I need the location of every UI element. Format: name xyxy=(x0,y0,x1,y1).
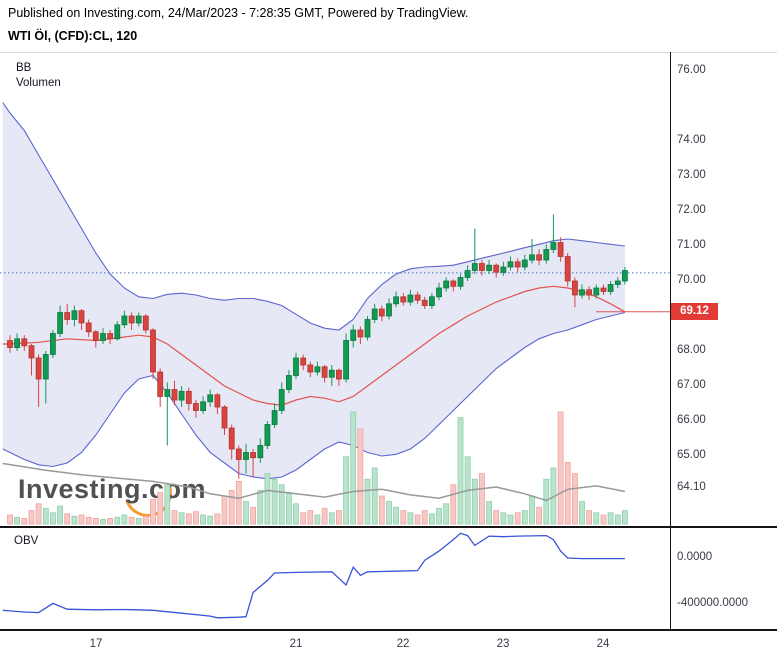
volume-bars xyxy=(7,411,628,525)
published-line: Published on Investing.com, 24/Mar/2023 … xyxy=(8,6,469,20)
time-axis-label: 23 xyxy=(496,638,510,650)
time-axis-label: 22 xyxy=(396,638,410,650)
obv-axis-label: 0.0000 xyxy=(677,551,713,563)
time-axis[interactable]: 17 21 22 23 24 xyxy=(0,634,670,658)
price-axis-label: 73.00 xyxy=(677,169,706,181)
candles xyxy=(7,214,628,479)
price-axis-label: 72.00 xyxy=(677,204,706,216)
volume-ma-line xyxy=(2,462,626,502)
axis-border xyxy=(670,52,671,631)
obv-axis[interactable]: 0.0000 -400000.0000 xyxy=(671,527,777,629)
price-axis-label: 71.00 xyxy=(677,239,706,251)
legend-bb: BB xyxy=(16,62,32,74)
price-axis-label: 67.00 xyxy=(677,379,706,391)
legend-volume: Volumen xyxy=(16,76,61,89)
chart-title: WTI Öl, (CFD):CL, 120 xyxy=(8,29,138,43)
main-chart[interactable] xyxy=(0,52,670,527)
price-axis-label: 76.00 xyxy=(677,64,706,76)
indicator-legend: BB Volumen xyxy=(16,61,61,90)
obv-line xyxy=(2,532,625,619)
obv-chart[interactable] xyxy=(0,527,670,629)
price-axis-label: 64.10 xyxy=(677,481,706,493)
panel-separator xyxy=(0,526,777,528)
price-axis-label: 68.00 xyxy=(677,344,706,356)
bb-middle-line xyxy=(2,285,626,406)
time-axis-label: 17 xyxy=(89,638,103,650)
price-axis-label: 66.00 xyxy=(677,414,706,426)
price-axis[interactable]: 76.00 74.00 73.00 72.00 71.00 70.00 68.00 67.00… xyxy=(671,52,777,527)
chart-top-border xyxy=(0,52,777,53)
last-value-badge: 69.12 xyxy=(671,303,718,320)
bollinger-band xyxy=(2,102,626,480)
price-axis-label: 70.00 xyxy=(677,274,706,286)
watermark-text: Investing.com xyxy=(18,474,207,504)
price-axis-label: 65.00 xyxy=(677,449,706,461)
bottom-border xyxy=(0,629,777,631)
obv-axis-label: -400000.0000 xyxy=(677,597,748,609)
time-axis-label: 24 xyxy=(596,638,610,650)
price-axis-label: 74.00 xyxy=(677,134,706,146)
time-axis-label: 21 xyxy=(289,638,303,650)
obv-panel-label: OBV xyxy=(14,535,39,547)
investing-watermark: Investing.com xyxy=(18,461,207,525)
